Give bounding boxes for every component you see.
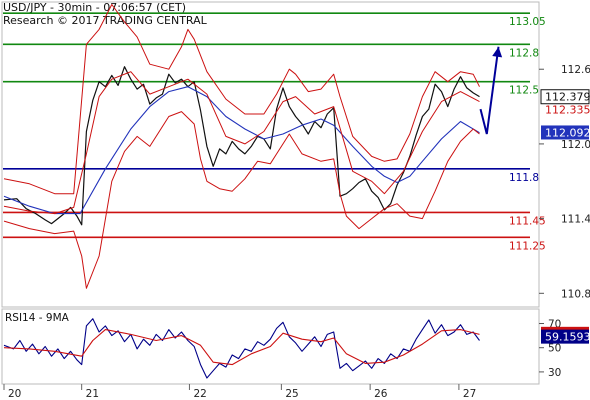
level-label-2: 112.5 [509, 85, 539, 97]
bollinger-series-4 [3, 111, 480, 289]
rsi-series-0 [3, 318, 480, 379]
bollinger-badge-label: 112.335 [545, 104, 590, 117]
y-tick-label-0: 112.6 [561, 64, 590, 76]
rsi-panel-frame [1, 308, 540, 385]
price-series-0 [3, 66, 480, 226]
forecast-arrowhead [492, 46, 503, 58]
level-label-5: 111.25 [509, 240, 546, 252]
rsi_ma-series-1 [3, 329, 480, 366]
rsi-title: RSI14 - 9MA [5, 312, 70, 324]
price-badge [540, 89, 590, 105]
x-tick-label-4: 26 [374, 388, 388, 400]
ma-badge-label: 112.092 [545, 126, 590, 139]
rsi-tick-label-2: 30 [548, 367, 561, 379]
level-label-0: 113.05 [509, 16, 546, 28]
ma-badge [541, 125, 589, 140]
bollinger-series-2 [3, 71, 480, 215]
y-tick-label-2: 111.4 [561, 214, 590, 226]
bollinger-series-3 [3, 4, 480, 195]
chart-title: USD/JPY - 30min - 07:06:57 (CET) [3, 1, 187, 14]
level-label-1: 112.8 [509, 47, 539, 59]
level-label-4: 111.45 [509, 215, 546, 227]
copyright-notice: Research © 2017 TRADING CENTRAL [3, 14, 207, 27]
y-tick-label-3: 110.8 [561, 288, 590, 300]
x-axis: 20 21 22 25 26 27 [3, 384, 476, 400]
main-panel-frame [1, 1, 540, 308]
x-tick-label-5: 27 [463, 388, 476, 400]
x-tick-label-3: 25 [285, 388, 298, 400]
x-tick-label-0: 20 [8, 388, 21, 400]
level-label-3: 111.8 [509, 172, 539, 184]
rsi-badge-label: 59.1593 [545, 331, 590, 344]
price-badge-label: 112.379 [545, 91, 590, 104]
rsi-panel: RSI14 - 9MA70503061.470859.1593 [3, 312, 590, 379]
rsi-badge [541, 329, 589, 344]
x-tick-label-1: 21 [86, 388, 99, 400]
rsi-tick-label-1: 50 [548, 343, 561, 355]
y-tick-label-1: 112.0 [561, 139, 590, 151]
forecast-line [479, 46, 500, 135]
ma-series-1 [3, 86, 480, 215]
main-panel: 113.05 112.8 112.5 111.8 111.45 111.25 112.6 11… [3, 4, 590, 300]
x-tick-label-2: 22 [193, 388, 206, 400]
